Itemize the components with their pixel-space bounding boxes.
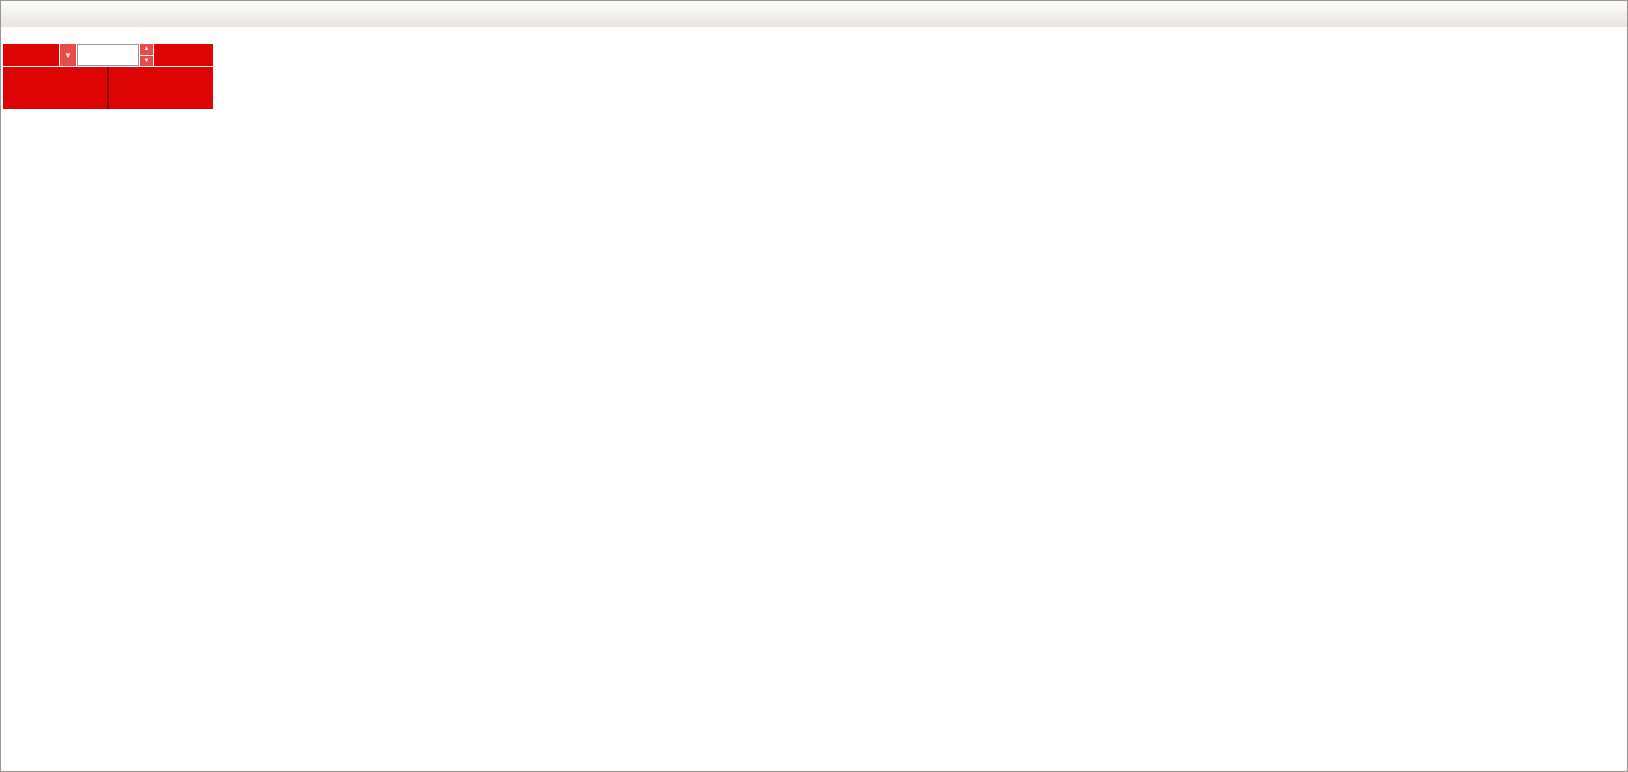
one-click-trading-panel: ▼ ▲ ▼	[3, 44, 213, 109]
order-options-caret-icon[interactable]: ▼	[60, 44, 76, 66]
buy-price-display[interactable]	[109, 67, 213, 109]
chart-window: ▼ ▲ ▼	[1, 27, 1628, 772]
volume-up-icon[interactable]: ▲	[140, 44, 153, 55]
buy-button[interactable]	[154, 44, 213, 66]
chart-canvas[interactable]	[1, 27, 1628, 772]
volume-input[interactable]	[77, 44, 139, 66]
sell-price-display[interactable]	[3, 67, 107, 109]
volume-stepper[interactable]: ▲ ▼	[140, 44, 153, 66]
main-toolbar	[1, 1, 1627, 28]
volume-down-icon[interactable]: ▼	[140, 55, 153, 66]
sell-button[interactable]	[3, 44, 59, 66]
